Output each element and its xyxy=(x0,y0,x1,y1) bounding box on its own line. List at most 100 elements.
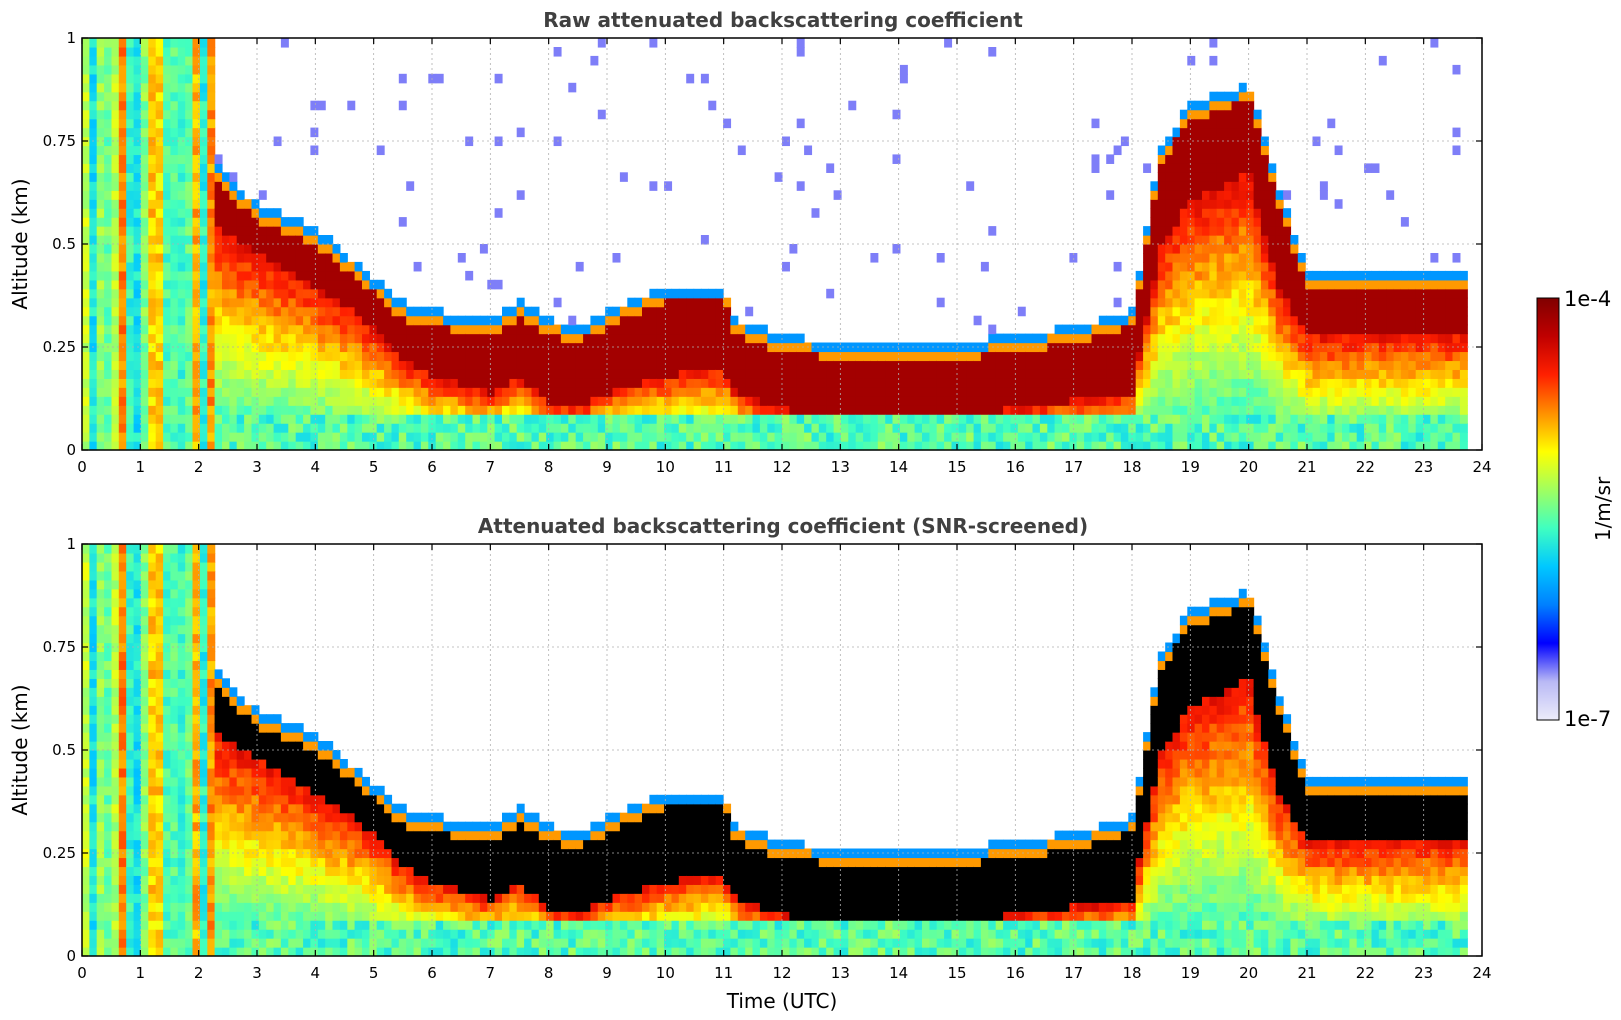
heatmap-cell xyxy=(1165,306,1174,317)
heatmap-cell xyxy=(111,279,120,290)
heatmap-cell xyxy=(509,315,518,326)
heatmap-cell xyxy=(96,324,105,335)
heatmap-cell xyxy=(126,884,135,894)
heatmap-cell xyxy=(583,378,592,388)
heatmap-cell xyxy=(877,387,886,397)
x-tick-label: 13 xyxy=(831,458,850,476)
heatmap-cell xyxy=(958,432,967,442)
heatmap-cell xyxy=(479,432,488,442)
heatmap-cell xyxy=(104,351,113,362)
heatmap-cell xyxy=(1334,270,1343,281)
heatmap-cell xyxy=(229,253,238,263)
heatmap-cell xyxy=(199,55,208,66)
heatmap-cell xyxy=(1224,360,1233,370)
heatmap-cell xyxy=(922,342,930,353)
heatmap-cell xyxy=(494,423,503,433)
heatmap-cell xyxy=(479,351,488,362)
heatmap-cell xyxy=(1283,208,1292,218)
heatmap-cell xyxy=(1386,369,1395,379)
heatmap-cell xyxy=(133,109,142,120)
y-tick-label: 0.25 xyxy=(43,338,76,356)
heatmap-cell xyxy=(310,270,319,281)
heatmap-cell xyxy=(752,405,761,415)
heatmap-cell xyxy=(155,342,164,353)
heatmap-cell xyxy=(126,624,135,635)
heatmap-cell xyxy=(96,785,105,796)
heatmap-cell xyxy=(126,848,135,859)
heatmap-cell xyxy=(140,378,149,388)
heatmap-cell xyxy=(140,369,149,379)
heatmap-cell xyxy=(1202,253,1210,263)
heatmap-cell xyxy=(192,64,201,75)
heatmap-cell xyxy=(317,387,326,397)
heatmap-cell xyxy=(140,570,149,581)
heatmap-cell xyxy=(1297,324,1306,335)
heatmap-cell xyxy=(1349,360,1358,370)
heatmap-cell xyxy=(767,405,776,415)
heatmap-cell xyxy=(472,423,481,433)
heatmap-cell xyxy=(140,929,149,939)
heatmap-cell xyxy=(420,387,429,397)
heatmap-cell xyxy=(332,351,341,362)
heatmap-cell xyxy=(82,723,90,733)
heatmap-cell xyxy=(1157,217,1166,227)
heatmap-cell xyxy=(553,378,562,388)
heatmap-cell xyxy=(155,100,164,111)
heatmap-cell xyxy=(398,73,407,84)
heatmap-cell xyxy=(155,279,164,290)
heatmap-cell xyxy=(362,288,370,299)
heatmap-cell xyxy=(111,405,120,415)
heatmap-cell xyxy=(199,387,208,397)
heatmap-cell xyxy=(1260,441,1269,451)
heatmap-cell xyxy=(502,378,510,388)
heatmap-cell xyxy=(1150,342,1159,353)
heatmap-cell xyxy=(1231,145,1240,156)
heatmap-cell xyxy=(280,244,289,254)
heatmap-cell xyxy=(111,553,120,563)
heatmap-cell xyxy=(89,678,98,688)
heatmap-cell xyxy=(1017,423,1026,433)
heatmap-cell xyxy=(1187,441,1196,451)
heatmap-cell xyxy=(1202,342,1210,353)
heatmap-cell xyxy=(1231,387,1240,397)
heatmap-cell xyxy=(973,414,982,424)
heatmap-cell xyxy=(619,333,628,344)
heatmap-cell xyxy=(642,387,650,397)
heatmap-cell xyxy=(1283,441,1292,451)
heatmap-cell xyxy=(737,432,746,442)
heatmap-cell xyxy=(568,333,577,344)
heatmap-cell xyxy=(737,342,746,353)
heatmap-cell xyxy=(118,261,127,272)
heatmap-cell xyxy=(1238,279,1247,290)
heatmap-cell xyxy=(634,333,643,344)
heatmap-cell xyxy=(907,360,916,370)
heatmap-cell xyxy=(317,441,326,451)
heatmap-cell xyxy=(457,342,466,353)
heatmap-cell xyxy=(465,369,474,379)
heatmap-cell xyxy=(1327,360,1336,370)
heatmap-cell xyxy=(295,217,304,227)
heatmap-cell xyxy=(811,360,820,370)
heatmap-cell xyxy=(82,55,90,66)
heatmap-cell xyxy=(1224,181,1233,191)
heatmap-cell xyxy=(782,432,790,442)
heatmap-cell xyxy=(1459,405,1468,415)
heatmap-cell xyxy=(303,351,312,362)
heatmap-cell xyxy=(251,351,260,362)
heatmap-cell xyxy=(170,423,179,433)
heatmap-cell xyxy=(288,217,297,227)
heatmap-cell xyxy=(163,821,172,832)
heatmap-cell xyxy=(133,732,142,742)
heatmap-cell xyxy=(1459,414,1468,424)
heatmap-cell xyxy=(590,333,599,344)
heatmap-cell xyxy=(818,378,827,388)
heatmap-cell xyxy=(1216,351,1225,362)
heatmap-cell xyxy=(126,812,135,823)
heatmap-cell xyxy=(1165,360,1174,370)
heatmap-cell xyxy=(177,848,186,859)
heatmap-cell xyxy=(96,570,105,581)
heatmap-cell xyxy=(1165,351,1174,362)
heatmap-cell xyxy=(686,423,695,433)
heatmap-cell xyxy=(1253,208,1262,218)
heatmap-cell xyxy=(199,253,208,263)
